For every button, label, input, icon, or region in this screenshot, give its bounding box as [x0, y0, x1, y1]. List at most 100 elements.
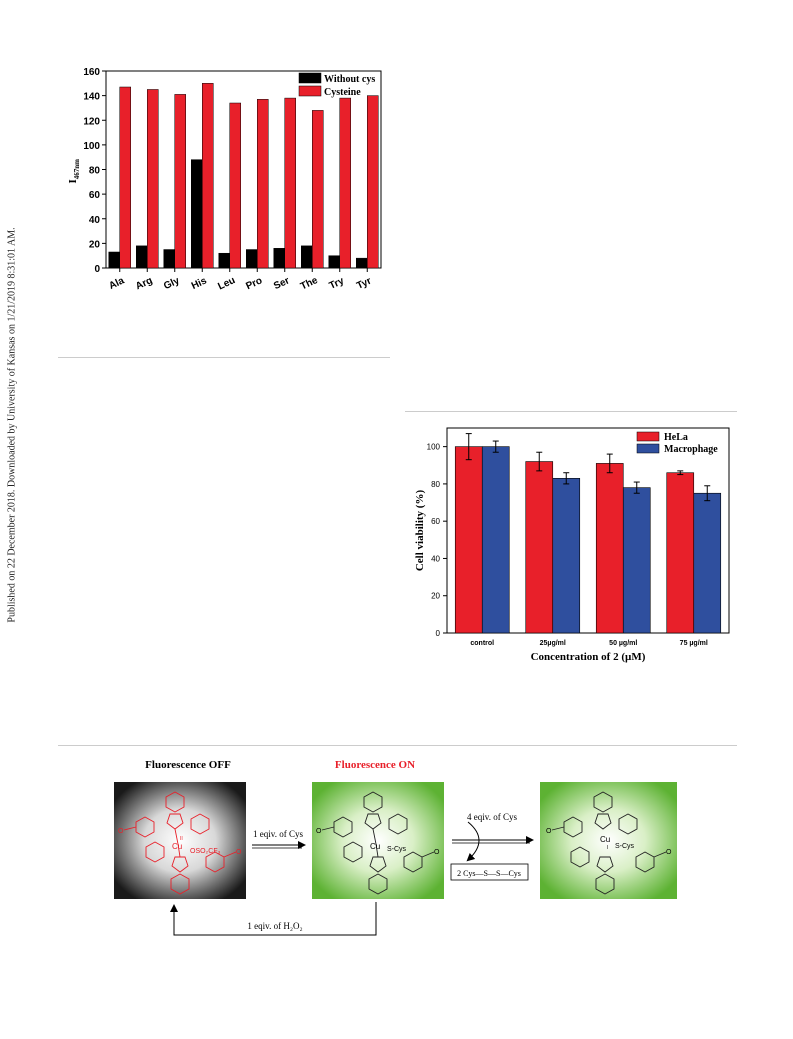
bar-cysteine — [174, 94, 186, 269]
bar-hela — [666, 472, 695, 634]
y-tick-label: 20 — [431, 592, 440, 601]
download-stamp: Published on 22 December 2018. Downloade… — [6, 227, 18, 623]
x-tick-label: His — [190, 275, 209, 292]
bar-without-cys — [356, 257, 368, 269]
y-tick-label: 160 — [83, 67, 100, 78]
x-tick-label: Ser — [272, 275, 291, 292]
arrow-label-1: 1 eqiv. of Cys — [253, 829, 303, 839]
bar-without-cys — [273, 248, 285, 269]
x-tick-label: 25µg/ml — [540, 640, 566, 647]
methoxy-3a: O — [546, 828, 552, 835]
y-tick-label: 100 — [427, 443, 441, 452]
legend-label: Cysteine — [324, 87, 361, 98]
legend-swatch — [636, 431, 660, 442]
cu-atom-3: Cu — [600, 835, 610, 844]
x-tick-label: control — [470, 640, 494, 647]
y-tick-label: 40 — [89, 215, 101, 226]
bar-macrophage — [552, 478, 581, 634]
rule-1 — [58, 357, 390, 358]
cell-viability-bar-chart: 0 20 40 60 80 100 control 25µg/ml 50 µg/ml 75 µg/… — [414, 427, 730, 663]
x-tick-label: Arg — [134, 275, 154, 292]
bar-hela — [525, 461, 554, 634]
x-tick-label: The — [299, 275, 320, 293]
legend-label: HeLa — [664, 432, 688, 443]
bar-without-cys — [191, 159, 203, 269]
x-tick-label: Ala — [107, 275, 126, 292]
y-tick-label: 60 — [89, 190, 101, 201]
bar-macrophage — [622, 487, 651, 634]
cu-atom-2: Cu — [370, 842, 380, 851]
y-tick-label: 100 — [83, 141, 100, 152]
bar-cysteine — [312, 110, 324, 269]
rule-2 — [405, 411, 737, 412]
y-tick-label: 40 — [431, 554, 440, 563]
bar-cysteine — [257, 99, 269, 269]
label-fluorescence-on: Fluorescence ON — [335, 759, 415, 771]
rule-3 — [58, 745, 737, 746]
fluorescence-bar-chart: 0 20 40 60 80 100 120 140 160 Ala Arg Gly His Leu Pro S… — [67, 67, 382, 293]
complex-on-box — [312, 782, 444, 899]
methoxy-1a: O — [118, 828, 124, 835]
x-tick-label: 50 µg/ml — [609, 640, 637, 647]
y-axis-label: Cell viability (%) — [414, 490, 426, 572]
arrow-back-label: 1 eqiv. of H₂O₂ — [247, 921, 302, 931]
x-tick-label: Try — [328, 275, 347, 291]
bar-cysteine — [339, 97, 351, 269]
legend-swatch — [636, 443, 660, 454]
cu-atom-1: Cu — [172, 842, 182, 851]
bar-macrophage — [693, 492, 722, 634]
molecule-cu-i-scys — [321, 791, 435, 895]
legend-label: Macrophage — [664, 444, 718, 455]
ox-state-3: I — [607, 845, 608, 851]
y-tick-label: 20 — [89, 239, 101, 250]
legend-label: Without cys — [324, 74, 375, 85]
arrow-back — [170, 902, 377, 936]
y-tick-label: 120 — [83, 116, 100, 127]
bar-without-cys — [163, 249, 175, 269]
legend-swatch — [298, 85, 322, 97]
methoxy-2a: O — [316, 828, 322, 835]
y-tick-label: 0 — [436, 629, 441, 638]
legend-swatch — [298, 72, 322, 84]
y-tick-label: 60 — [431, 517, 440, 526]
otf-ligand: OSO₂CF₃ — [190, 848, 221, 855]
scys-ligand-1: S-Cys — [387, 846, 407, 853]
y-tick-label: 0 — [94, 264, 100, 275]
y-tick-label: 140 — [83, 92, 100, 103]
molecule-cu-i-final — [551, 791, 667, 895]
byproduct-curve — [466, 821, 480, 862]
methoxy-3b: O — [666, 849, 672, 856]
bar-hela — [595, 463, 624, 634]
scys-ligand-2: S-Cys — [615, 843, 635, 850]
bar-without-cys — [246, 249, 258, 269]
methoxy-1b: O — [236, 849, 242, 856]
molecule-cu-ii — [123, 791, 237, 895]
bar-cysteine — [367, 95, 379, 269]
label-fluorescence-off: Fluorescence OFF — [145, 759, 231, 771]
methoxy-2b: O — [434, 849, 440, 856]
bar-cysteine — [284, 97, 296, 269]
byproduct-box — [450, 863, 529, 881]
y-tick-label: 80 — [89, 166, 101, 177]
y-axis-label: I467nm — [67, 159, 81, 184]
x-axis-label: Concentration of 2 (µM) — [531, 651, 646, 663]
x-tick-label: 75 µg/ml — [680, 640, 708, 647]
ox-state-1: II — [180, 836, 183, 842]
x-tick-label: Pro — [244, 275, 264, 292]
bar-cysteine — [202, 83, 214, 269]
bar-without-cys — [108, 251, 120, 269]
x-tick-label: Leu — [216, 275, 237, 292]
bar-without-cys — [328, 255, 340, 269]
complex-off-box — [114, 782, 246, 899]
arrow-label-2: 4 eqiv. of Cys — [467, 812, 517, 822]
sensing-scheme: Fluorescence OFF Fluorescence ON Cu II O… — [114, 759, 677, 936]
byproduct-label: 2 Cys—S—S—Cys — [457, 869, 521, 878]
bar-cysteine — [229, 102, 241, 269]
bar-hela — [454, 446, 483, 634]
complex-final-box — [540, 782, 677, 899]
bar-cysteine — [119, 86, 131, 269]
bar-without-cys — [218, 252, 230, 269]
x-tick-label: Tyr — [355, 276, 373, 292]
x-tick-label: Gly — [162, 275, 182, 292]
bar-without-cys — [301, 245, 313, 269]
